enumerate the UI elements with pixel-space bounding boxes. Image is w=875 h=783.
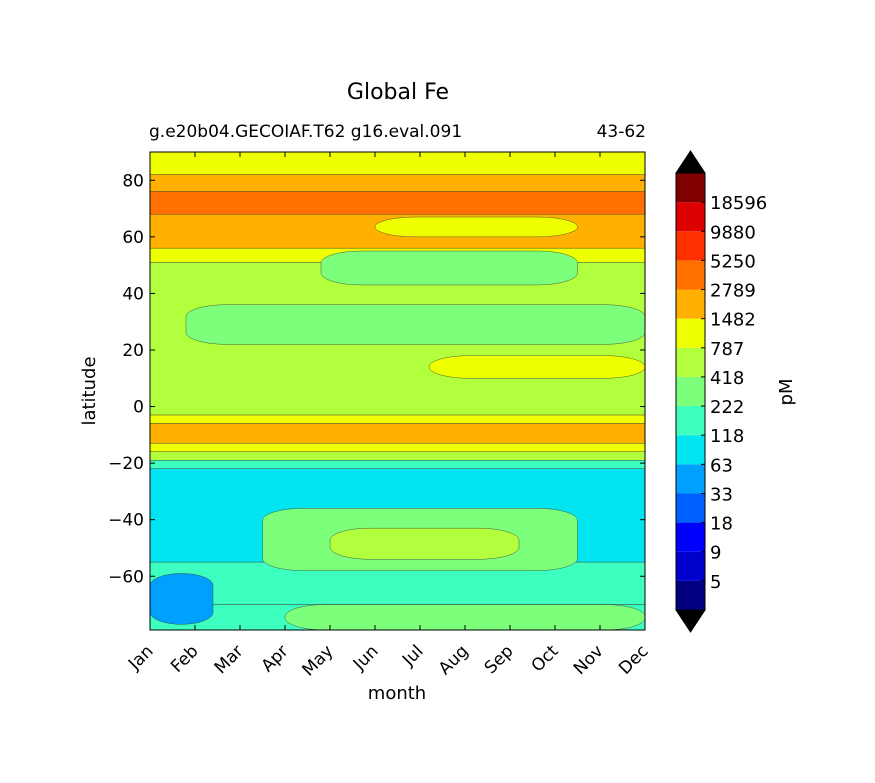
colorbar-segment [676,202,705,232]
colorbar-tick-label: 222 [710,397,744,418]
y-axis-label: latitude [79,356,100,425]
contour-plot [150,152,645,630]
x-tick-label: Apr [258,641,293,676]
chart-title: Global Fe [347,80,449,105]
x-tick-label: Jul [398,641,427,670]
contour-band [150,451,645,461]
colorbar-segment [676,435,705,465]
colorbar-extend-top [675,150,706,174]
y-tick-label: 40 [122,284,144,304]
y-tick-label: 20 [122,341,144,361]
colorbar-segment [676,580,705,610]
colorbar-extend-bottom [675,609,706,633]
colorbar: 5 9 18 33 63 118 222 418 787 1482 2789 5250 9880 1859… [675,150,767,633]
colorbar-tick-label: 18 [710,514,733,535]
colorbar-tick-label: 5 [710,572,721,593]
colorbar-tick-label: 118 [710,426,744,447]
colorbar-segment [676,173,705,203]
colorbar-segment [676,347,705,377]
contour-region [329,527,520,560]
y-tick-label: 60 [122,228,144,248]
x-tick-label: Nov [570,641,608,679]
colorbar-tick-label: 418 [710,368,744,389]
colorbar-tick-label: 18596 [710,193,767,214]
colorbar-segment [676,289,705,319]
contour-band [150,152,645,175]
y-tick-label: 0 [133,398,144,418]
colorbar-tick-label: 787 [710,339,744,360]
chart-subtitle-left: g.e20b04.GECOIAF.T62 g16.eval.091 [149,122,462,142]
contour-band [150,414,645,424]
x-tick-label: Jun [349,641,383,675]
x-tick-label: Aug [435,641,473,679]
colorbar-frame [675,172,706,611]
x-tick-label: Feb [167,641,202,676]
colorbar-segment [676,551,705,581]
colorbar-segment [676,376,705,407]
contour-band [150,423,645,444]
contour-region [320,250,578,286]
colorbar-segment [676,231,705,261]
colorbar-tick-label: 5250 [710,251,756,272]
colorbar-tick-label: 9 [710,543,721,564]
x-tick-label: Jan [124,641,157,674]
x-tick-label: Sep [481,641,518,678]
colorbar-segment [676,464,705,494]
colorbar-segment [676,318,705,348]
y-tick-label: −60 [108,567,144,587]
colorbar-segment [676,260,705,290]
colorbar-label: pM [776,379,797,406]
colorbar-tick-label: 2789 [710,281,756,302]
contour-band [150,460,645,469]
chart-subtitle-right: 43-62 [597,122,646,142]
contour-region [374,216,578,238]
contour-band [150,443,645,453]
colorbar-segment [676,522,705,552]
x-tick-label: May [299,641,338,680]
colorbar-tick-label: 1482 [710,310,756,331]
x-axis-label: month [368,683,426,704]
x-tick-label: Mar [211,641,248,678]
contour-band [150,191,645,215]
y-tick-label: −20 [108,454,144,474]
colorbar-segment [676,493,705,523]
contour-region [150,573,214,625]
plot-frame [149,151,646,631]
contour-band [150,174,645,192]
contour-region [428,355,645,379]
x-tick-label: Dec [615,641,652,678]
y-axis: 80 60 40 20 0 −20 −40 −60 [108,171,645,587]
contour-region [185,304,645,345]
colorbar-tick-label: 63 [710,455,733,476]
colorbar-tick-label: 9880 [710,222,756,243]
colorbar-segment [676,406,705,436]
y-tick-label: −40 [108,511,144,531]
colorbar-tick-label: 33 [710,484,733,505]
y-tick-label: 80 [122,171,144,191]
x-tick-label: Oct [528,641,563,676]
